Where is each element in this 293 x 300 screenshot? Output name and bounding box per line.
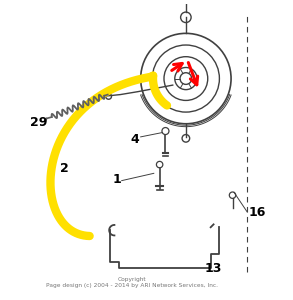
Text: 1: 1 (113, 173, 122, 186)
Text: 4: 4 (130, 133, 139, 146)
Text: 16: 16 (249, 206, 266, 219)
Text: 13: 13 (205, 262, 222, 275)
Text: Copyright
Page design (c) 2004 - 2014 by ARI Network Services, Inc.: Copyright Page design (c) 2004 - 2014 by… (46, 277, 218, 288)
Text: 29: 29 (30, 116, 47, 129)
Text: 2: 2 (60, 163, 69, 176)
